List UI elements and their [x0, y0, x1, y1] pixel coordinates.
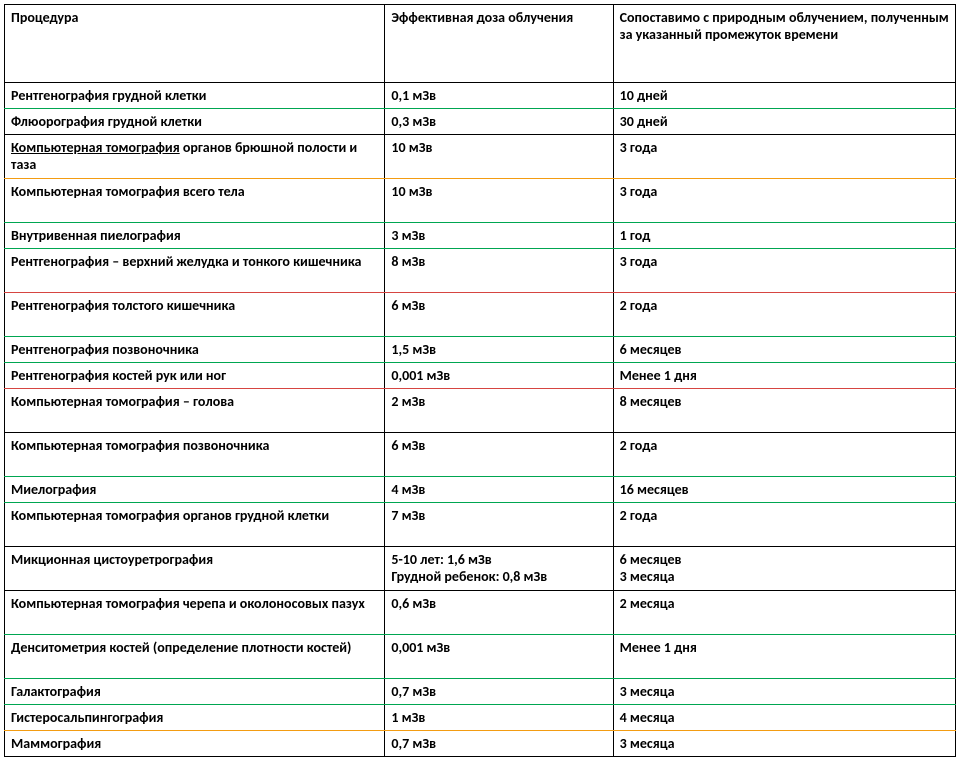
table-row: Компьютерная томография всего тела10 мЗв… — [5, 179, 956, 223]
cell-equivalent: 3 года — [613, 135, 955, 179]
cell-equivalent: 1 год — [613, 223, 955, 249]
cell-procedure: Денситометрия костей (определение плотно… — [5, 635, 385, 679]
cell-dose: 1,5 мЗв — [385, 337, 613, 363]
table-row: Денситометрия костей (определение плотно… — [5, 635, 956, 679]
cell-dose: 0,3 мЗв — [385, 109, 613, 135]
cell-dose: 0,7 мЗв — [385, 731, 613, 757]
cell-dose: 8 мЗв — [385, 249, 613, 293]
cell-procedure: Рентгенография грудной клетки — [5, 83, 385, 109]
table-row: Компьютерная томография черепа и околоно… — [5, 591, 956, 635]
cell-equivalent: 10 дней — [613, 83, 955, 109]
cell-equivalent: 8 месяцев — [613, 389, 955, 433]
cell-dose: 0,6 мЗв — [385, 591, 613, 635]
cell-procedure: Миелография — [5, 477, 385, 503]
cell-procedure: Компьютерная томография органов грудной … — [5, 503, 385, 547]
cell-procedure: Компьютерная томография органов брюшной … — [5, 135, 385, 179]
table-row: Флюорография грудной клетки0,3 мЗв30 дне… — [5, 109, 956, 135]
cell-procedure: Гистеросальпингография — [5, 705, 385, 731]
table-row: Гистеросальпингография1 мЗв4 месяца — [5, 705, 956, 731]
cell-procedure: Компьютерная томография всего тела — [5, 179, 385, 223]
cell-procedure: Компьютерная томография – голова — [5, 389, 385, 433]
cell-dose: 0,001 мЗв — [385, 635, 613, 679]
table-row: Компьютерная томография органов грудной … — [5, 503, 956, 547]
table-row: Миелография4 мЗв16 месяцев — [5, 477, 956, 503]
cell-procedure: Рентгенография позвоночника — [5, 337, 385, 363]
radiation-dose-table: Процедура Эффективная доза облучения Соп… — [4, 4, 956, 757]
table-row: Рентгенография толстого кишечника6 мЗв2 … — [5, 293, 956, 337]
table-header-row: Процедура Эффективная доза облучения Соп… — [5, 5, 956, 83]
table-row: Рентгенография костей рук или ног0,001 м… — [5, 363, 956, 389]
cell-equivalent: 30 дней — [613, 109, 955, 135]
cell-procedure: Флюорография грудной клетки — [5, 109, 385, 135]
cell-dose: 6 мЗв — [385, 293, 613, 337]
col-header-procedure: Процедура — [5, 5, 385, 83]
cell-dose: 4 мЗв — [385, 477, 613, 503]
cell-equivalent: 16 месяцев — [613, 477, 955, 503]
cell-procedure: Компьютерная томография позвоночника — [5, 433, 385, 477]
cell-equivalent: Менее 1 дня — [613, 363, 955, 389]
col-header-dose: Эффективная доза облучения — [385, 5, 613, 83]
cell-dose: 0,1 мЗв — [385, 83, 613, 109]
cell-dose: 2 мЗв — [385, 389, 613, 433]
cell-procedure: Рентгенография – верхний желудка и тонко… — [5, 249, 385, 293]
cell-equivalent: 2 года — [613, 433, 955, 477]
cell-dose: 6 мЗв — [385, 433, 613, 477]
cell-equivalent: 3 года — [613, 249, 955, 293]
cell-dose: 1 мЗв — [385, 705, 613, 731]
cell-dose: 10 мЗв — [385, 135, 613, 179]
cell-procedure: Внутривенная пиелография — [5, 223, 385, 249]
table-row: Рентгенография грудной клетки0,1 мЗв10 д… — [5, 83, 956, 109]
table-row: Внутривенная пиелография3 мЗв1 год — [5, 223, 956, 249]
cell-dose: 0,7 мЗв — [385, 679, 613, 705]
cell-equivalent: 2 года — [613, 293, 955, 337]
table-row: Маммография0,7 мЗв3 месяца — [5, 731, 956, 757]
table-row: Компьютерная томография – голова2 мЗв8 м… — [5, 389, 956, 433]
cell-equivalent: 3 года — [613, 179, 955, 223]
cell-procedure: Маммография — [5, 731, 385, 757]
cell-equivalent: Менее 1 дня — [613, 635, 955, 679]
cell-equivalent: 4 месяца — [613, 705, 955, 731]
cell-procedure: Рентгенография костей рук или ног — [5, 363, 385, 389]
cell-equivalent: 3 месяца — [613, 731, 955, 757]
table-row: Микционная цистоуретрография5-10 лет: 1,… — [5, 547, 956, 591]
cell-dose: 3 мЗв — [385, 223, 613, 249]
cell-equivalent: 6 месяцев3 месяца — [613, 547, 955, 591]
cell-dose: 0,001 мЗв — [385, 363, 613, 389]
table-row: Компьютерная томография органов брюшной … — [5, 135, 956, 179]
cell-procedure: Рентгенография толстого кишечника — [5, 293, 385, 337]
table-row: Рентгенография – верхний желудка и тонко… — [5, 249, 956, 293]
cell-equivalent: 2 месяца — [613, 591, 955, 635]
table-row: Галактография0,7 мЗв3 месяца — [5, 679, 956, 705]
cell-equivalent: 2 года — [613, 503, 955, 547]
col-header-equivalent: Сопоставимо с природным облучением, полу… — [613, 5, 955, 83]
cell-dose: 5-10 лет: 1,6 мЗвГрудной ребенок: 0,8 мЗ… — [385, 547, 613, 591]
cell-procedure: Компьютерная томография черепа и околоно… — [5, 591, 385, 635]
cell-equivalent: 3 месяца — [613, 679, 955, 705]
cell-equivalent: 6 месяцев — [613, 337, 955, 363]
cell-procedure: Галактография — [5, 679, 385, 705]
cell-dose: 10 мЗв — [385, 179, 613, 223]
table-row: Компьютерная томография позвоночника6 мЗ… — [5, 433, 956, 477]
table-row: Рентгенография позвоночника1,5 мЗв6 меся… — [5, 337, 956, 363]
cell-dose: 7 мЗв — [385, 503, 613, 547]
cell-procedure: Микционная цистоуретрография — [5, 547, 385, 591]
